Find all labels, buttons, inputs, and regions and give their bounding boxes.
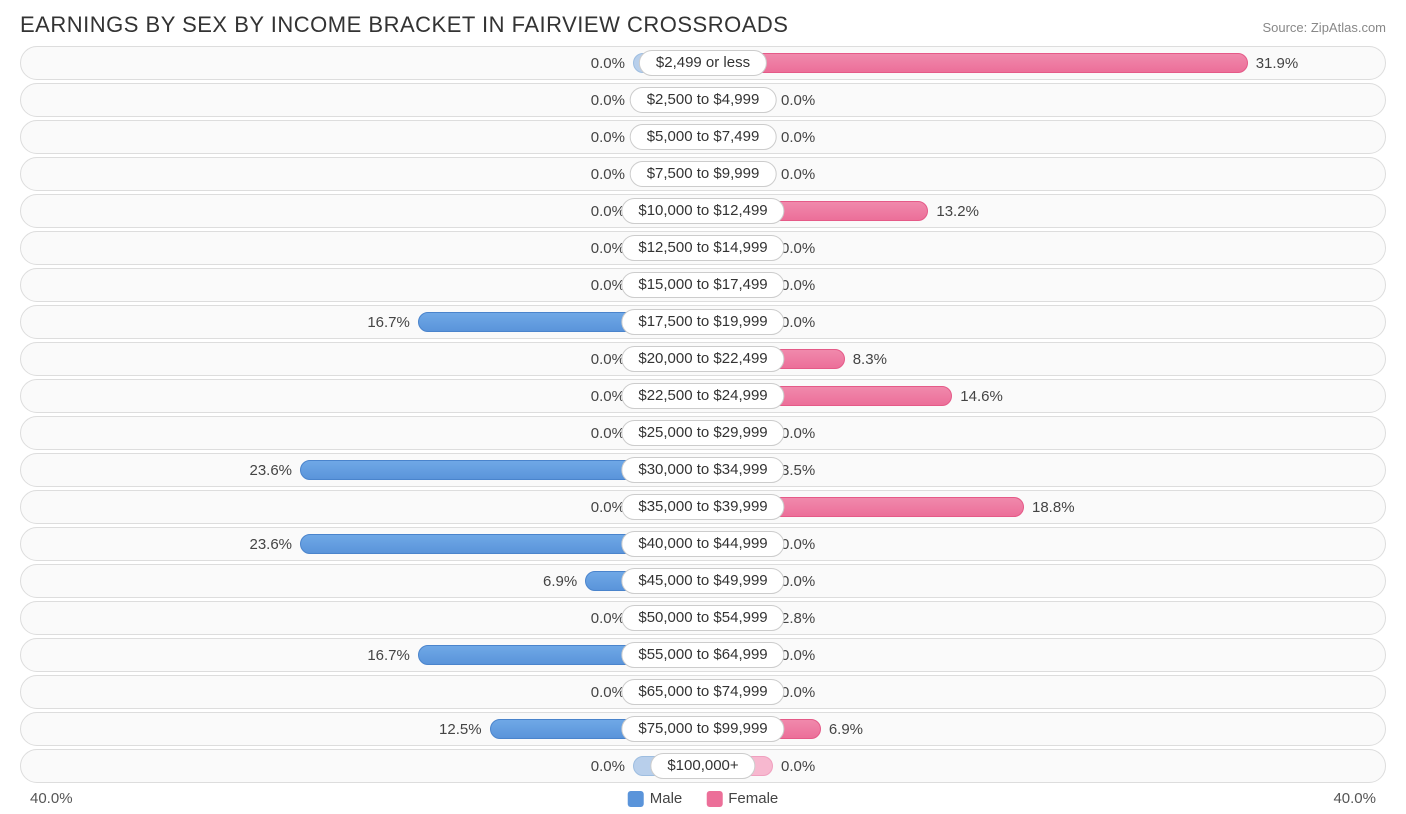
chart-row: 0.0%18.8%$35,000 to $39,999 bbox=[20, 490, 1386, 524]
legend-swatch bbox=[706, 791, 722, 807]
female-percent-label: 0.0% bbox=[773, 92, 823, 109]
chart-row: 0.0%0.0%$15,000 to $17,499 bbox=[20, 268, 1386, 302]
chart-row: 6.9%0.0%$45,000 to $49,999 bbox=[20, 564, 1386, 598]
chart-area: 0.0%31.9%$2,499 or less0.0%0.0%$2,500 to… bbox=[0, 46, 1406, 783]
female-percent-label: 0.0% bbox=[773, 758, 823, 775]
chart-header: EARNINGS BY SEX BY INCOME BRACKET IN FAI… bbox=[0, 0, 1406, 46]
male-percent-label: 0.0% bbox=[583, 758, 633, 775]
category-label: $2,499 or less bbox=[639, 50, 767, 76]
male-percent-label: 23.6% bbox=[241, 536, 300, 553]
chart-row: 23.6%0.0%$40,000 to $44,999 bbox=[20, 527, 1386, 561]
legend-item: Male bbox=[628, 790, 683, 807]
chart-row: 12.5% 6.9% $75,000 to $99,999 bbox=[20, 712, 1386, 746]
legend-swatch bbox=[628, 791, 644, 807]
category-label: $75,000 to $99,999 bbox=[621, 716, 784, 742]
female-percent-label: 8.3% bbox=[845, 351, 895, 368]
chart-row: 0.0%0.0%$25,000 to $29,999 bbox=[20, 416, 1386, 450]
male-percent-label: 0.0% bbox=[583, 129, 633, 146]
chart-row: 0.0% 31.9% $2,499 or less bbox=[20, 46, 1386, 80]
category-label: $12,500 to $14,999 bbox=[621, 235, 784, 261]
male-percent-label: 16.7% bbox=[359, 314, 418, 331]
chart-row: 23.6%3.5%$30,000 to $34,999 bbox=[20, 453, 1386, 487]
chart-row: 16.7%0.0%$17,500 to $19,999 bbox=[20, 305, 1386, 339]
chart-row: 0.0%2.8%$50,000 to $54,999 bbox=[20, 601, 1386, 635]
female-percent-label: 6.9% bbox=[821, 721, 871, 738]
chart-row: 0.0%8.3%$20,000 to $22,499 bbox=[20, 342, 1386, 376]
axis-label-left: 40.0% bbox=[30, 790, 73, 807]
male-percent-label: 0.0% bbox=[583, 55, 633, 72]
category-label: $50,000 to $54,999 bbox=[621, 605, 784, 631]
chart-source: Source: ZipAtlas.com bbox=[1262, 20, 1386, 35]
category-label: $22,500 to $24,999 bbox=[621, 383, 784, 409]
male-percent-label: 23.6% bbox=[241, 462, 300, 479]
female-percent-label: 14.6% bbox=[952, 388, 1011, 405]
category-label: $10,000 to $12,499 bbox=[621, 198, 784, 224]
chart-row: 0.0%0.0%$65,000 to $74,999 bbox=[20, 675, 1386, 709]
female-percent-label: 31.9% bbox=[1248, 55, 1307, 72]
category-label: $20,000 to $22,499 bbox=[621, 346, 784, 372]
chart-row: 0.0%0.0%$12,500 to $14,999 bbox=[20, 231, 1386, 265]
male-percent-label: 16.7% bbox=[359, 647, 418, 664]
category-label: $5,000 to $7,499 bbox=[630, 124, 777, 150]
category-label: $2,500 to $4,999 bbox=[630, 87, 777, 113]
chart-row: 0.0% 0.0%$5,000 to $7,499 bbox=[20, 120, 1386, 154]
chart-footer: 40.0% Male Female 40.0% bbox=[0, 786, 1406, 807]
category-label: $65,000 to $74,999 bbox=[621, 679, 784, 705]
female-percent-label: 0.0% bbox=[773, 129, 823, 146]
chart-legend: Male Female bbox=[628, 790, 779, 807]
male-percent-label: 6.9% bbox=[535, 573, 585, 590]
chart-row: 0.0%14.6%$22,500 to $24,999 bbox=[20, 379, 1386, 413]
category-label: $7,500 to $9,999 bbox=[630, 161, 777, 187]
legend-label: Female bbox=[728, 790, 778, 807]
category-label: $15,000 to $17,499 bbox=[621, 272, 784, 298]
chart-row: 0.0% 0.0%$2,500 to $4,999 bbox=[20, 83, 1386, 117]
female-percent-label: 18.8% bbox=[1024, 499, 1083, 516]
female-percent-label: 13.2% bbox=[928, 203, 987, 220]
category-label: $40,000 to $44,999 bbox=[621, 531, 784, 557]
category-label: $100,000+ bbox=[650, 753, 755, 779]
female-percent-label: 0.0% bbox=[773, 166, 823, 183]
category-label: $17,500 to $19,999 bbox=[621, 309, 784, 335]
chart-row: 0.0% 0.0%$7,500 to $9,999 bbox=[20, 157, 1386, 191]
chart-title: EARNINGS BY SEX BY INCOME BRACKET IN FAI… bbox=[20, 12, 788, 38]
legend-item: Female bbox=[706, 790, 778, 807]
legend-label: Male bbox=[650, 790, 683, 807]
category-label: $35,000 to $39,999 bbox=[621, 494, 784, 520]
chart-row: 0.0%13.2%$10,000 to $12,499 bbox=[20, 194, 1386, 228]
category-label: $30,000 to $34,999 bbox=[621, 457, 784, 483]
male-percent-label: 0.0% bbox=[583, 92, 633, 109]
chart-row: 16.7%0.0%$55,000 to $64,999 bbox=[20, 638, 1386, 672]
axis-label-right: 40.0% bbox=[1333, 790, 1376, 807]
male-percent-label: 12.5% bbox=[431, 721, 490, 738]
category-label: $25,000 to $29,999 bbox=[621, 420, 784, 446]
chart-row: 0.0% 0.0% $100,000+ bbox=[20, 749, 1386, 783]
category-label: $45,000 to $49,999 bbox=[621, 568, 784, 594]
male-percent-label: 0.0% bbox=[583, 166, 633, 183]
category-label: $55,000 to $64,999 bbox=[621, 642, 784, 668]
female-bar bbox=[703, 53, 1248, 73]
